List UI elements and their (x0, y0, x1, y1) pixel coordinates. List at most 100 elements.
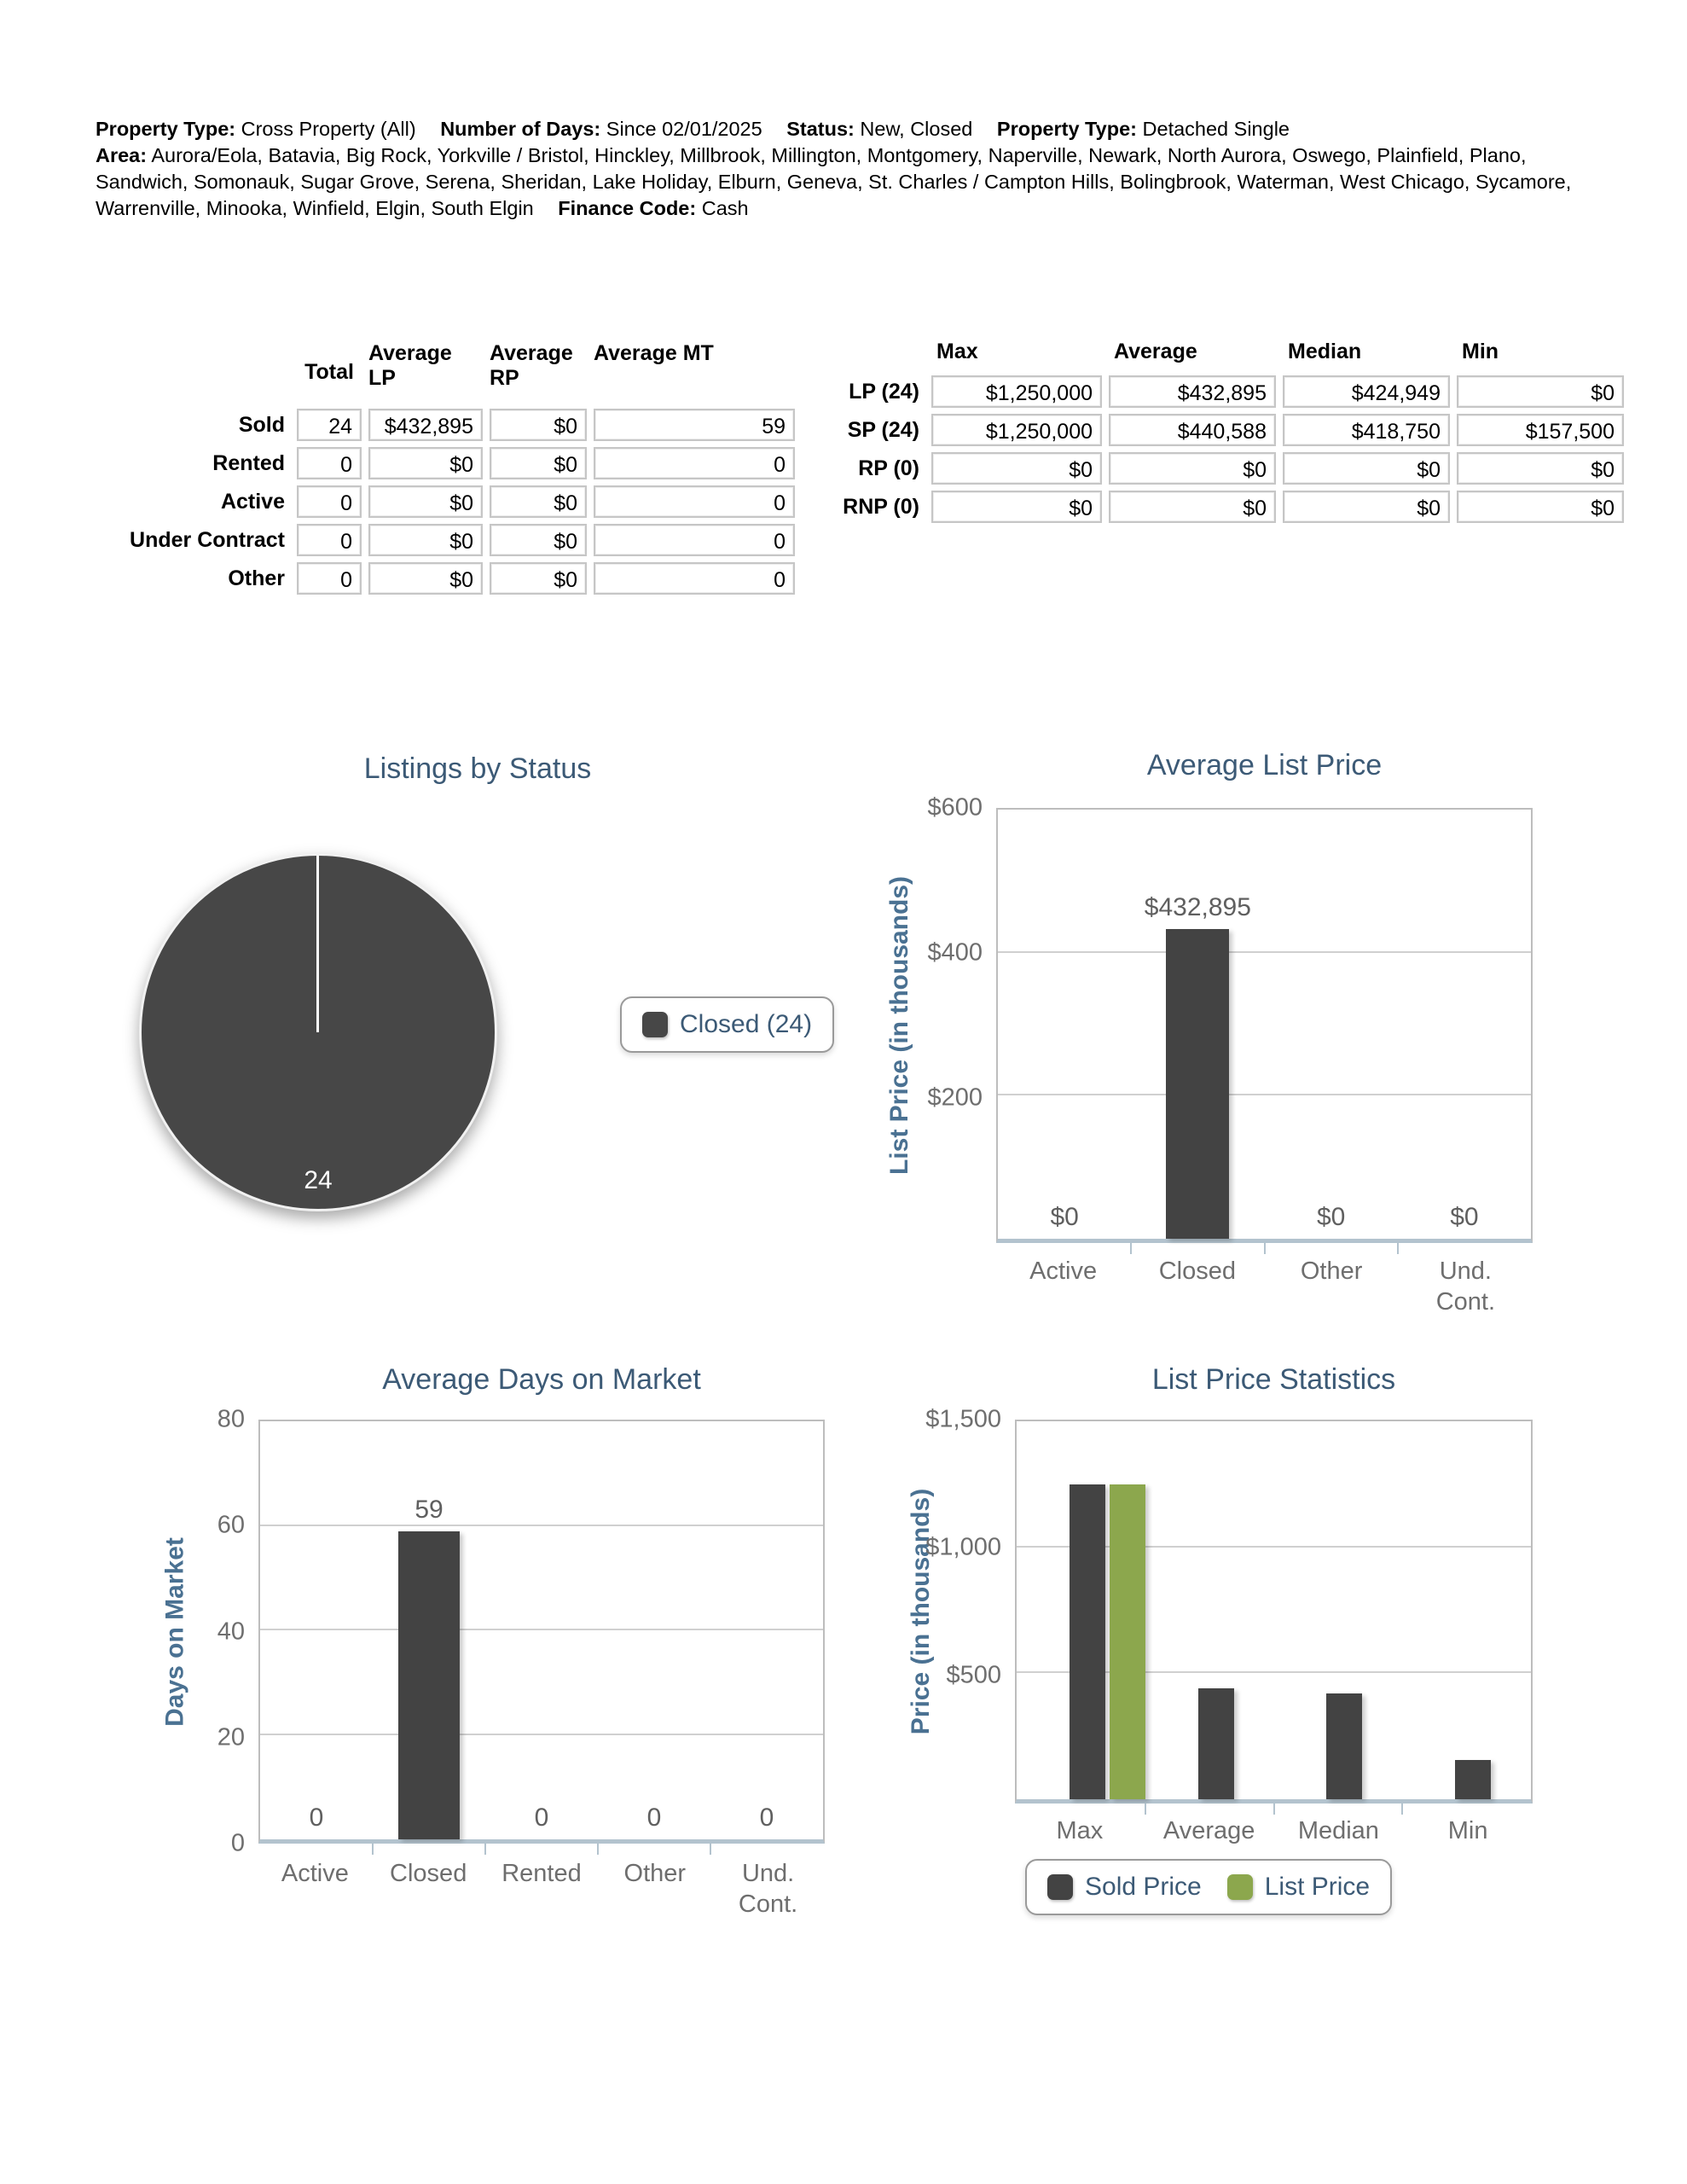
x-axis-labels: Active Closed Other Und. Cont. (996, 1256, 1533, 1317)
status-cell: $0 (368, 447, 483, 479)
gridline (260, 1524, 823, 1526)
x-label: Average (1162, 1817, 1255, 1844)
price-cell: $0 (1457, 375, 1624, 408)
report-filter-summary: Property Type: Cross Property (All) Numb… (96, 116, 1598, 222)
status-cell: $0 (490, 485, 587, 518)
listings-by-status-chart: Listings by Status 24 Closed (24) (102, 734, 853, 1297)
x-label: Active (281, 1860, 349, 1887)
y-tick: 80 (217, 1405, 245, 1433)
slot-median (1272, 1421, 1403, 1815)
status-col-header-avg-rp: Average RP (490, 341, 573, 390)
status-row-label: Other (228, 566, 285, 590)
price-statistics-table: Max Average Median Min LP (24) $1,250,00… (820, 340, 1624, 523)
x-label: Und. Cont. (1435, 1258, 1496, 1316)
finance-code-label: Finance Code: (558, 197, 697, 219)
pie-slice-divider (316, 856, 319, 1032)
area-value: Aurora/Eola, Batavia, Big Rock, Yorkvill… (96, 144, 1572, 219)
slot-average (1144, 1421, 1274, 1815)
y-tick: 60 (217, 1511, 245, 1539)
bar-min-sold-price (1455, 1759, 1491, 1799)
status-cell: $0 (368, 524, 483, 556)
price-row-label: RNP (0) (843, 494, 919, 519)
y-axis-ticks: $600 $400 $200 (853, 794, 996, 1243)
bar-value-label: 0 (646, 1804, 662, 1832)
price-cell: $0 (1283, 452, 1450, 485)
bar-value-label: 0 (759, 1804, 774, 1832)
status-cell: 0 (297, 447, 362, 479)
chart-title: Listings by Status (363, 752, 592, 785)
gridline (998, 950, 1531, 953)
plot-area: $0 $432,895 $0 $0 (996, 808, 1533, 1254)
x-label: Max (1056, 1817, 1104, 1844)
property-type2-value: Detached Single (1142, 118, 1290, 140)
chart-title: Average Days on Market (382, 1363, 701, 1396)
slot-max (1017, 1421, 1145, 1799)
price-cell: $157,500 (1457, 414, 1624, 446)
price-row-label: RP (0) (858, 456, 919, 480)
y-tick: 0 (230, 1829, 245, 1857)
price-table-corner (820, 340, 925, 369)
y-tick: $600 (927, 793, 983, 822)
slot-und-cont: 0 (710, 1421, 823, 1855)
gridline (998, 1094, 1531, 1096)
slot-other: $0 (1263, 810, 1398, 1254)
status-cell: $0 (368, 562, 483, 595)
y-tick: $1,000 (925, 1533, 1001, 1561)
status-row-label: Under Contract (130, 527, 285, 552)
price-cell: $432,895 (1109, 375, 1276, 408)
x-label: Active (1029, 1258, 1098, 1285)
bar-value-label: $0 (1316, 1203, 1346, 1231)
status-cell: 0 (594, 524, 795, 556)
sold-price-swatch-icon (1047, 1874, 1073, 1900)
status-cell: $0 (490, 409, 587, 441)
price-cell: $418,750 (1283, 414, 1450, 446)
status-col-header-total: Total (304, 359, 354, 384)
average-days-on-market-chart: Average Days on Market Days on Market 80… (102, 1348, 853, 1996)
pie-slice-value: 24 (304, 1166, 333, 1194)
gridline (1017, 1545, 1531, 1548)
property-type-label: Property Type: (96, 118, 236, 140)
number-of-days-label: Number of Days: (440, 118, 601, 140)
gridline (260, 1629, 823, 1630)
finance-code-value: Cash (701, 197, 749, 219)
bar-value-label: $0 (1450, 1203, 1479, 1231)
bar-closed (1166, 929, 1230, 1239)
slot-und-cont: $0 (1396, 810, 1531, 1254)
price-cell: $0 (1283, 491, 1450, 523)
legend-entry-sold-price: Sold Price (1047, 1873, 1202, 1902)
pie-legend: Closed (24) (620, 996, 835, 1053)
status-label: Status: (786, 118, 855, 140)
price-cell: $0 (1109, 491, 1276, 523)
y-tick: $400 (927, 938, 983, 967)
chart-title: List Price Statistics (1151, 1363, 1396, 1396)
status-cell: $0 (490, 562, 587, 595)
status-cell: 0 (297, 562, 362, 595)
slot-closed: $432,895 (1130, 810, 1264, 1254)
status-row-label: Active (220, 489, 285, 514)
x-axis-labels: Max Average Median Min (1015, 1815, 1533, 1846)
price-cell: $0 (931, 491, 1102, 523)
status-cell: 0 (297, 524, 362, 556)
y-tick: 20 (217, 1723, 245, 1751)
bar-value-label: $432,895 (1144, 893, 1251, 922)
price-col-header-min: Min (1462, 340, 1499, 363)
y-tick: 40 (217, 1618, 245, 1645)
y-tick: $500 (946, 1661, 1001, 1689)
y-axis-ticks: $1,500 $1,000 $500 (853, 1406, 1015, 1804)
bar-slots (1017, 1421, 1531, 1815)
status-summary-table: Total Average LP Average RP Average MT S… (96, 341, 795, 595)
status-col-header-avg-lp: Average LP (368, 341, 452, 390)
price-row-label: LP (24) (849, 379, 919, 404)
status-cell: 24 (297, 409, 362, 441)
status-row-label: Rented (212, 450, 285, 475)
status-cell: $0 (490, 447, 587, 479)
bar-slots: 0 59 0 0 0 (260, 1421, 823, 1855)
status-cell: 0 (594, 485, 795, 518)
bar-average-sold-price (1197, 1687, 1234, 1799)
status-table-corner (96, 341, 290, 403)
price-row-label: SP (24) (847, 417, 919, 442)
price-col-header-median: Median (1288, 340, 1362, 363)
status-row-label: Sold (238, 412, 285, 437)
legend-label: Sold Price (1085, 1873, 1202, 1901)
x-label: Closed (1158, 1258, 1237, 1285)
